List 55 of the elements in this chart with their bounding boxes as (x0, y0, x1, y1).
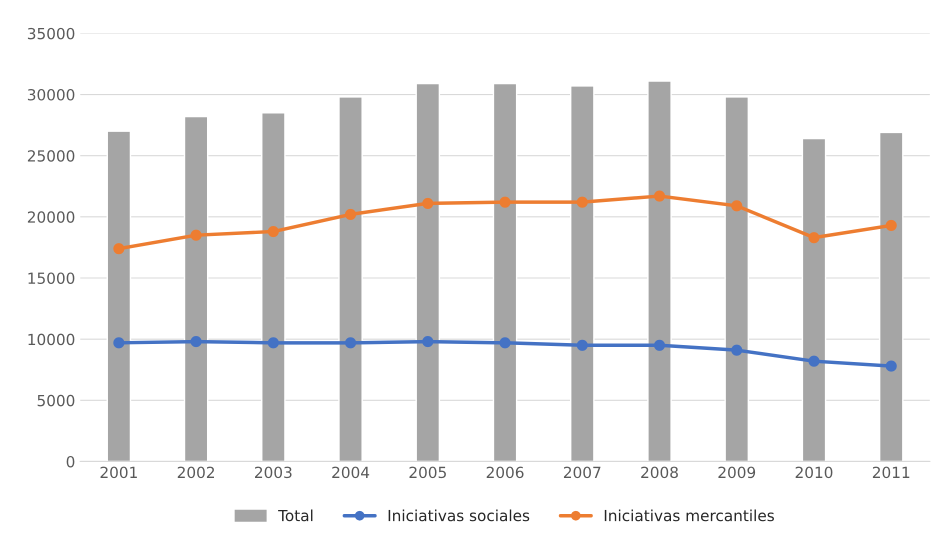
point (731, 200, 742, 212)
y-tick-label: 20000 (28, 211, 74, 223)
point (190, 230, 202, 241)
point (345, 208, 356, 220)
bar (802, 138, 826, 462)
point (499, 196, 511, 208)
point (422, 336, 434, 348)
x-tick-label: 2006 (486, 466, 524, 478)
point (808, 232, 820, 244)
point (576, 340, 588, 351)
point (886, 360, 897, 372)
point (113, 243, 124, 254)
y-tick-label: 0 (66, 456, 74, 468)
point (886, 220, 897, 231)
point (345, 337, 356, 348)
y-tick-label: 30000 (28, 88, 74, 101)
point (808, 356, 820, 367)
x-tick-label: 2010 (796, 466, 832, 478)
legend-label: Total (278, 509, 312, 522)
x-tick-label: 2009 (718, 466, 756, 478)
point (731, 344, 742, 356)
x-tick-label: 2001 (100, 466, 137, 478)
bar (647, 80, 672, 462)
point (268, 337, 279, 348)
x-tick-label: 2011 (872, 466, 910, 478)
point (654, 340, 666, 351)
x-tick-label: 2003 (255, 466, 292, 478)
x-tick-label: 2002 (178, 466, 214, 478)
point (422, 198, 434, 209)
bar (724, 96, 750, 462)
bar (106, 130, 132, 462)
legend-label: Iniciativas mercantiles (604, 509, 774, 522)
bar (492, 82, 518, 462)
x-tick-label: 2008 (641, 466, 678, 478)
bar (570, 85, 595, 462)
y-tick-label: 15000 (28, 272, 74, 284)
y-tick-label: 25000 (28, 150, 74, 162)
y-tick-label: 5000 (38, 394, 74, 406)
bar (261, 112, 286, 462)
bar (184, 116, 208, 462)
legend-label: Iniciativas sociales (388, 509, 530, 522)
point (113, 337, 124, 348)
x-tick-label: 2004 (332, 466, 370, 478)
point (190, 336, 202, 348)
bar (878, 132, 904, 462)
x-tick-label: 2007 (564, 466, 600, 478)
point (576, 196, 588, 208)
point (499, 337, 511, 348)
bar (416, 82, 440, 462)
bar (338, 96, 363, 462)
x-tick-label: 2005 (409, 466, 446, 478)
point (654, 190, 666, 202)
point (268, 226, 279, 238)
y-tick-label: 10000 (28, 334, 74, 346)
y-tick-label: 35000 (28, 28, 74, 40)
